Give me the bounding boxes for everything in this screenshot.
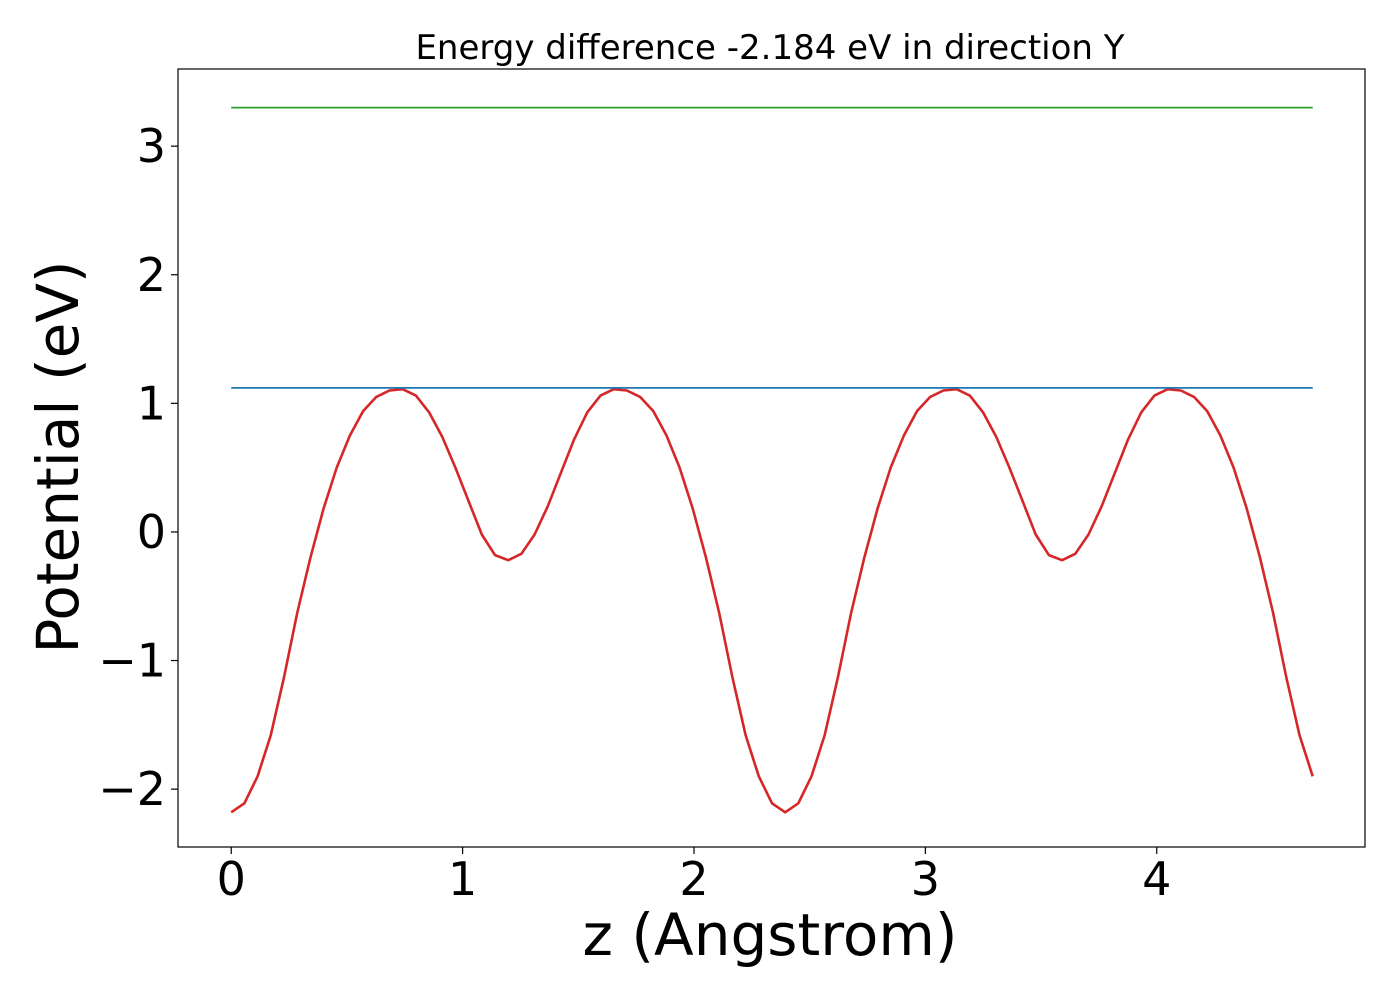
x-axis: 0 1 2 3 4	[217, 847, 1171, 906]
series-layer	[230, 106, 1314, 814]
chart-title: Energy difference -2.184 eV in direction…	[415, 28, 1124, 68]
x-axis-label: z (Angstrom)	[583, 901, 958, 969]
y-tick-label: 3	[137, 119, 166, 173]
y-tick-label: −2	[98, 762, 166, 816]
y-axis: −2 −1 0 1 2 3	[98, 119, 178, 816]
x-tick-label: 0	[217, 852, 246, 906]
x-tick-label: 3	[911, 852, 940, 906]
y-axis-label: Potential (eV)	[24, 260, 92, 653]
x-tick-label: 1	[448, 852, 477, 906]
series-line-1	[230, 387, 1314, 814]
y-tick-label: 2	[137, 248, 166, 302]
x-tick-label: 4	[1142, 852, 1171, 906]
y-tick-label: −1	[98, 634, 166, 688]
x-tick-label: 2	[679, 852, 708, 906]
y-tick-label: 0	[137, 505, 166, 559]
plot-frame	[177, 68, 1366, 848]
y-tick-label: 1	[137, 376, 166, 430]
